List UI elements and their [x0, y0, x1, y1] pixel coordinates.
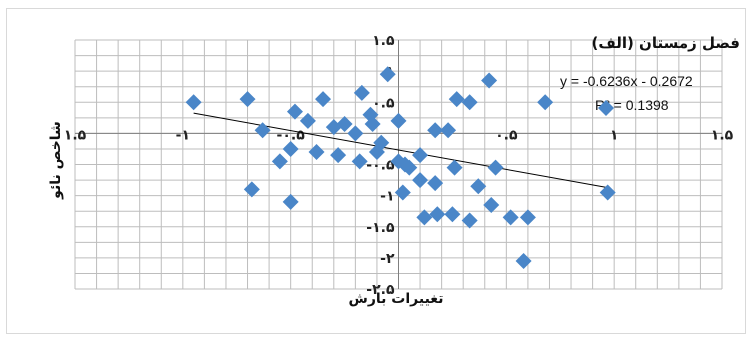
data-point [461, 212, 478, 229]
data-point [470, 178, 487, 195]
data-point [299, 112, 316, 129]
x-tick-label: ۱.۵ [711, 127, 734, 143]
annotations: فصل زمستان (الف) y = -0.6236x - 0.2672 R… [48, 34, 740, 307]
data-point [481, 72, 498, 89]
data-point [427, 122, 444, 139]
y-tick-label: -۲.۵ [366, 282, 395, 298]
data-point [394, 184, 411, 201]
data-point [515, 252, 532, 269]
data-point [336, 116, 353, 133]
y-axis-title: شاخص نائو [48, 121, 64, 200]
data-point [254, 122, 271, 139]
y-tick-label: -۲ [380, 251, 395, 267]
trend-equation: y = -0.6236x - 0.2672 [560, 73, 693, 89]
data-point [185, 94, 202, 111]
x-tick-label: -۱ [176, 127, 190, 143]
data-point [390, 153, 407, 170]
data-point [487, 159, 504, 176]
data-point [282, 140, 299, 157]
data-point [502, 209, 519, 226]
data-point [440, 122, 457, 139]
data-point [347, 125, 364, 142]
chart-title: فصل زمستان (الف) [591, 34, 740, 52]
data-point [315, 91, 332, 108]
data-point [446, 159, 463, 176]
r-squared-label: R² = 0.1398 [595, 97, 669, 113]
data-point [368, 144, 385, 161]
data-point [429, 206, 446, 223]
data-point [461, 94, 478, 111]
data-point [537, 94, 554, 111]
chart-frame [6, 8, 746, 334]
legend-marker [598, 100, 614, 116]
data-point [519, 209, 536, 226]
data-point [282, 193, 299, 210]
data-point [353, 84, 370, 101]
tick-labels: ۱.۵-۱-۰.۵۰.۵۱۱.۵۱.۵۱۰.۵-۰.۵-۱-۱.۵-۲-۲.۵ [64, 33, 734, 298]
data-point [416, 209, 433, 226]
data-point [364, 116, 381, 133]
x-tick-label: -۰.۵ [277, 127, 306, 143]
data-point [390, 112, 407, 129]
data-point [286, 103, 303, 120]
x-tick-label: ۰.۵ [495, 127, 518, 143]
data-point [412, 147, 429, 164]
data-point [271, 153, 288, 170]
data-point [330, 147, 347, 164]
data-point [379, 66, 396, 83]
y-tick-label: -۱.۵ [366, 220, 395, 236]
data-point [444, 206, 461, 223]
y-tick-label: -۱ [380, 189, 394, 205]
data-point [308, 144, 325, 161]
y-tick-label: ۰.۵ [372, 95, 395, 111]
data-point [351, 153, 368, 170]
y-tick-label: -۰.۵ [366, 158, 395, 174]
data-point [448, 91, 465, 108]
data-points [185, 66, 616, 269]
data-point [401, 159, 418, 176]
y-tick-label: ۱.۵ [372, 33, 395, 49]
x-tick-label: ۱ [610, 127, 619, 143]
x-tick-label: ۱.۵ [64, 127, 87, 143]
data-point [483, 196, 500, 213]
data-point [427, 175, 444, 192]
data-point [239, 91, 256, 108]
data-point [243, 181, 260, 198]
data-point [599, 184, 616, 201]
data-point [412, 172, 429, 189]
x-axis-title: تغییرات بارش [349, 291, 444, 307]
